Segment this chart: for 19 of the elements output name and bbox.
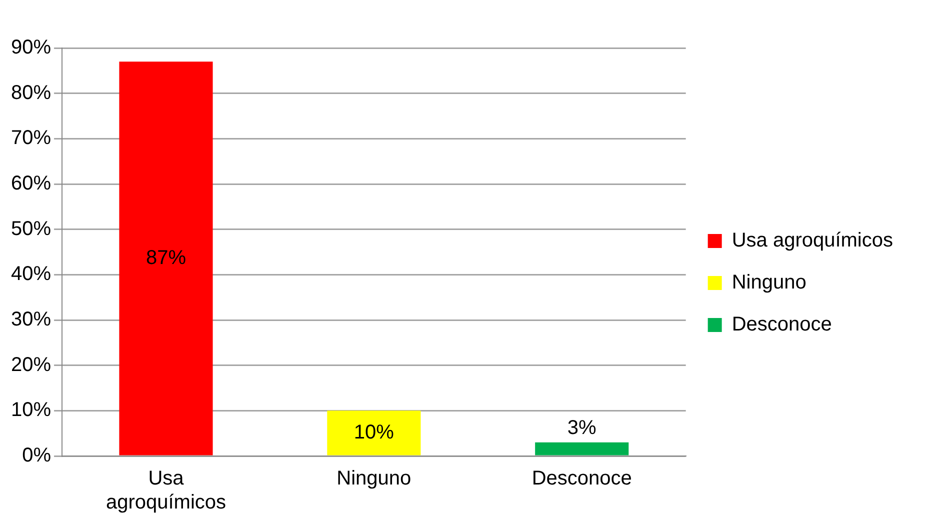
data-label: 3% bbox=[567, 416, 597, 439]
x-tick-label: Desconoce bbox=[532, 468, 632, 490]
x-tick-label: Usa agroquímicos bbox=[106, 468, 226, 514]
y-tick-label: 50% bbox=[11, 218, 52, 240]
legend-label: Desconoce bbox=[732, 314, 832, 336]
y-tick-label: 30% bbox=[11, 308, 52, 331]
y-tick-label: 0% bbox=[22, 444, 52, 467]
y-tick-label: 80% bbox=[11, 82, 52, 104]
y-tick-label: 20% bbox=[11, 354, 52, 376]
x-tick-label: Ninguno bbox=[336, 468, 412, 490]
legend-label: Usa agroquímicos bbox=[732, 230, 894, 252]
data-label: 10% bbox=[354, 421, 394, 444]
y-tick-label: 70% bbox=[11, 127, 52, 150]
y-tick-label: 10% bbox=[11, 399, 52, 422]
legend-label: Ninguno bbox=[732, 272, 806, 294]
y-tick-label: 40% bbox=[11, 263, 52, 286]
data-label: 87% bbox=[146, 246, 186, 269]
y-tick-label: 90% bbox=[11, 36, 52, 59]
y-tick-label: 60% bbox=[11, 172, 52, 195]
